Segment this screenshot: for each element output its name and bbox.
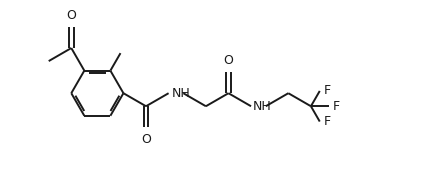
Text: F: F bbox=[324, 84, 331, 97]
Text: F: F bbox=[324, 115, 331, 128]
Text: O: O bbox=[141, 133, 151, 146]
Text: O: O bbox=[66, 9, 76, 22]
Text: F: F bbox=[333, 100, 340, 113]
Text: O: O bbox=[224, 54, 233, 67]
Text: NH: NH bbox=[253, 100, 272, 113]
Text: NH: NH bbox=[172, 87, 191, 100]
